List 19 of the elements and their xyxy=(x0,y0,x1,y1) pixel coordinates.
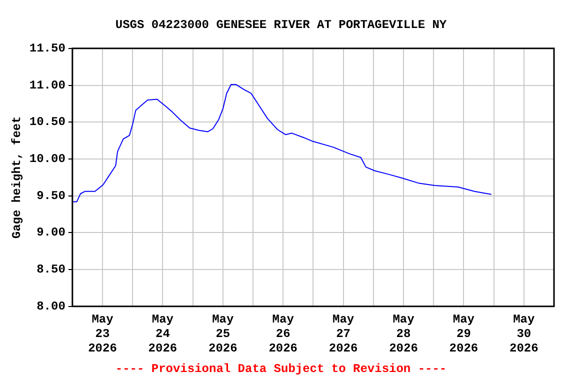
y-tick-label: 10.00 xyxy=(29,152,66,166)
y-axis-title: Gage height, feet xyxy=(10,116,24,239)
y-tick-label: 9.50 xyxy=(36,188,66,203)
x-tick-label: May 29 2026 xyxy=(449,312,478,356)
text: ---- Provisional Data Subject to Revision ---- xyxy=(115,362,447,376)
x-tick-label: May 30 2026 xyxy=(509,312,538,356)
y-tick-label: 8.00 xyxy=(36,299,66,314)
x-tick-label: May 28 2026 xyxy=(389,312,418,356)
y-tick-label: 11.00 xyxy=(29,78,66,92)
chart-title: USGS 04223000 GENESEE RIVER AT PORTAGEVILLE NY xyxy=(115,18,448,32)
y-tick-label: 9.00 xyxy=(36,226,66,240)
x-tick-label: May 24 2026 xyxy=(148,312,178,356)
y-tick-label: 11.50 xyxy=(29,41,66,56)
x-tick-label: May 25 2026 xyxy=(208,312,238,356)
y-tick-label: 10.50 xyxy=(29,115,66,130)
y-tick-label: 8.50 xyxy=(36,262,66,277)
x-tick-label: May 23 2026 xyxy=(88,312,117,356)
x-tick-label: May 27 2026 xyxy=(328,312,358,356)
x-tick-label: May 26 2026 xyxy=(268,312,298,356)
